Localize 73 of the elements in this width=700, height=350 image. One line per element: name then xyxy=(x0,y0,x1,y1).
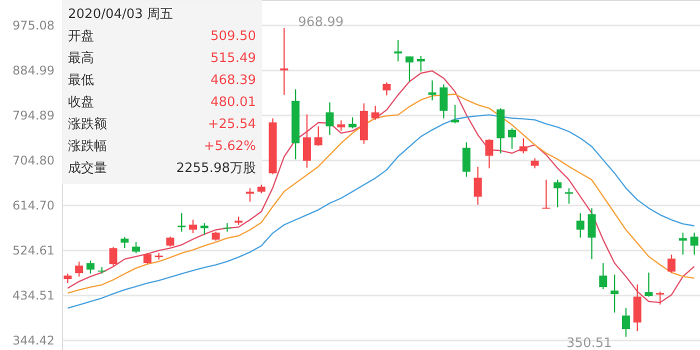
annotation: 成交量 xyxy=(68,160,107,176)
candlestick xyxy=(382,82,391,96)
y-tick-label: 344.42 xyxy=(12,333,54,348)
candlestick xyxy=(678,232,687,256)
y-tick-label: 884.99 xyxy=(12,63,54,78)
candlestick xyxy=(348,116,357,129)
candlestick xyxy=(519,138,528,154)
candlestick xyxy=(588,208,596,260)
candlestick xyxy=(166,236,174,248)
candlestick xyxy=(132,242,140,254)
candlestick xyxy=(223,222,232,232)
y-tick-label: 614.70 xyxy=(12,198,54,212)
candlestick xyxy=(189,219,198,234)
candlestick xyxy=(405,56,414,82)
candlestick xyxy=(143,252,152,264)
y-tick-label: 794.89 xyxy=(12,108,54,122)
annotation: 涨跌幅 xyxy=(68,139,107,154)
candlestick xyxy=(371,105,380,120)
candlestick xyxy=(416,55,425,72)
annotation: 2020/04/03 周五 xyxy=(68,7,174,22)
annotation: 968.99 xyxy=(298,14,344,30)
candlestick xyxy=(530,158,539,169)
annotation: 开盘 xyxy=(68,29,94,44)
candlestick xyxy=(120,236,129,249)
y-tick-label: 704.80 xyxy=(12,153,54,168)
candlestick xyxy=(564,188,573,204)
candlestick xyxy=(690,232,698,256)
candlestick xyxy=(440,84,448,119)
candlestick xyxy=(337,120,346,132)
candlestick xyxy=(302,114,311,168)
candlestick xyxy=(314,126,322,146)
line-series xyxy=(67,114,695,309)
candlestick xyxy=(326,102,334,136)
candlestick xyxy=(485,138,494,169)
y-tick-label: 524.61 xyxy=(12,243,54,258)
candlestick xyxy=(644,272,653,298)
candlestick xyxy=(64,273,72,284)
annotation: 最低 xyxy=(68,73,94,88)
annotation: 480.01 xyxy=(210,95,256,110)
annotation: 最高 xyxy=(68,50,94,66)
candlestick xyxy=(75,261,84,278)
candlestick xyxy=(394,39,402,62)
candlestick xyxy=(542,179,550,210)
candlestick xyxy=(622,307,630,338)
candlestick xyxy=(86,260,94,274)
y-tick-label: 434.51 xyxy=(12,288,54,302)
candlestick xyxy=(474,166,482,206)
candlestick xyxy=(668,254,676,274)
candlestick xyxy=(109,246,118,266)
candlestick xyxy=(280,27,288,96)
annotation: 468.39 xyxy=(210,73,256,88)
annotation: 收盘 xyxy=(68,95,94,110)
annotation: 350.51 xyxy=(566,336,612,350)
candlestick xyxy=(599,262,608,290)
candlestick xyxy=(508,128,516,150)
candlestick xyxy=(462,142,470,178)
candlestick xyxy=(154,252,163,260)
y-tick-label: 975.08 xyxy=(12,18,54,32)
candlestick xyxy=(178,212,186,232)
annotation: 涨跌额 xyxy=(68,117,107,132)
annotation: 2255.98万股 xyxy=(176,161,256,176)
candlestick xyxy=(656,290,664,306)
annotation: 509.50 xyxy=(210,29,256,44)
candlestick xyxy=(554,179,562,208)
candlestick xyxy=(451,104,460,124)
candlestick xyxy=(200,222,208,236)
candlestick xyxy=(246,188,254,202)
annotation: 515.49 xyxy=(210,51,256,66)
annotation: +25.54 xyxy=(208,117,256,132)
candlestick xyxy=(576,212,584,238)
annotation: +5.62% xyxy=(204,139,256,154)
candlestick xyxy=(428,80,436,101)
candlestick xyxy=(610,274,619,314)
